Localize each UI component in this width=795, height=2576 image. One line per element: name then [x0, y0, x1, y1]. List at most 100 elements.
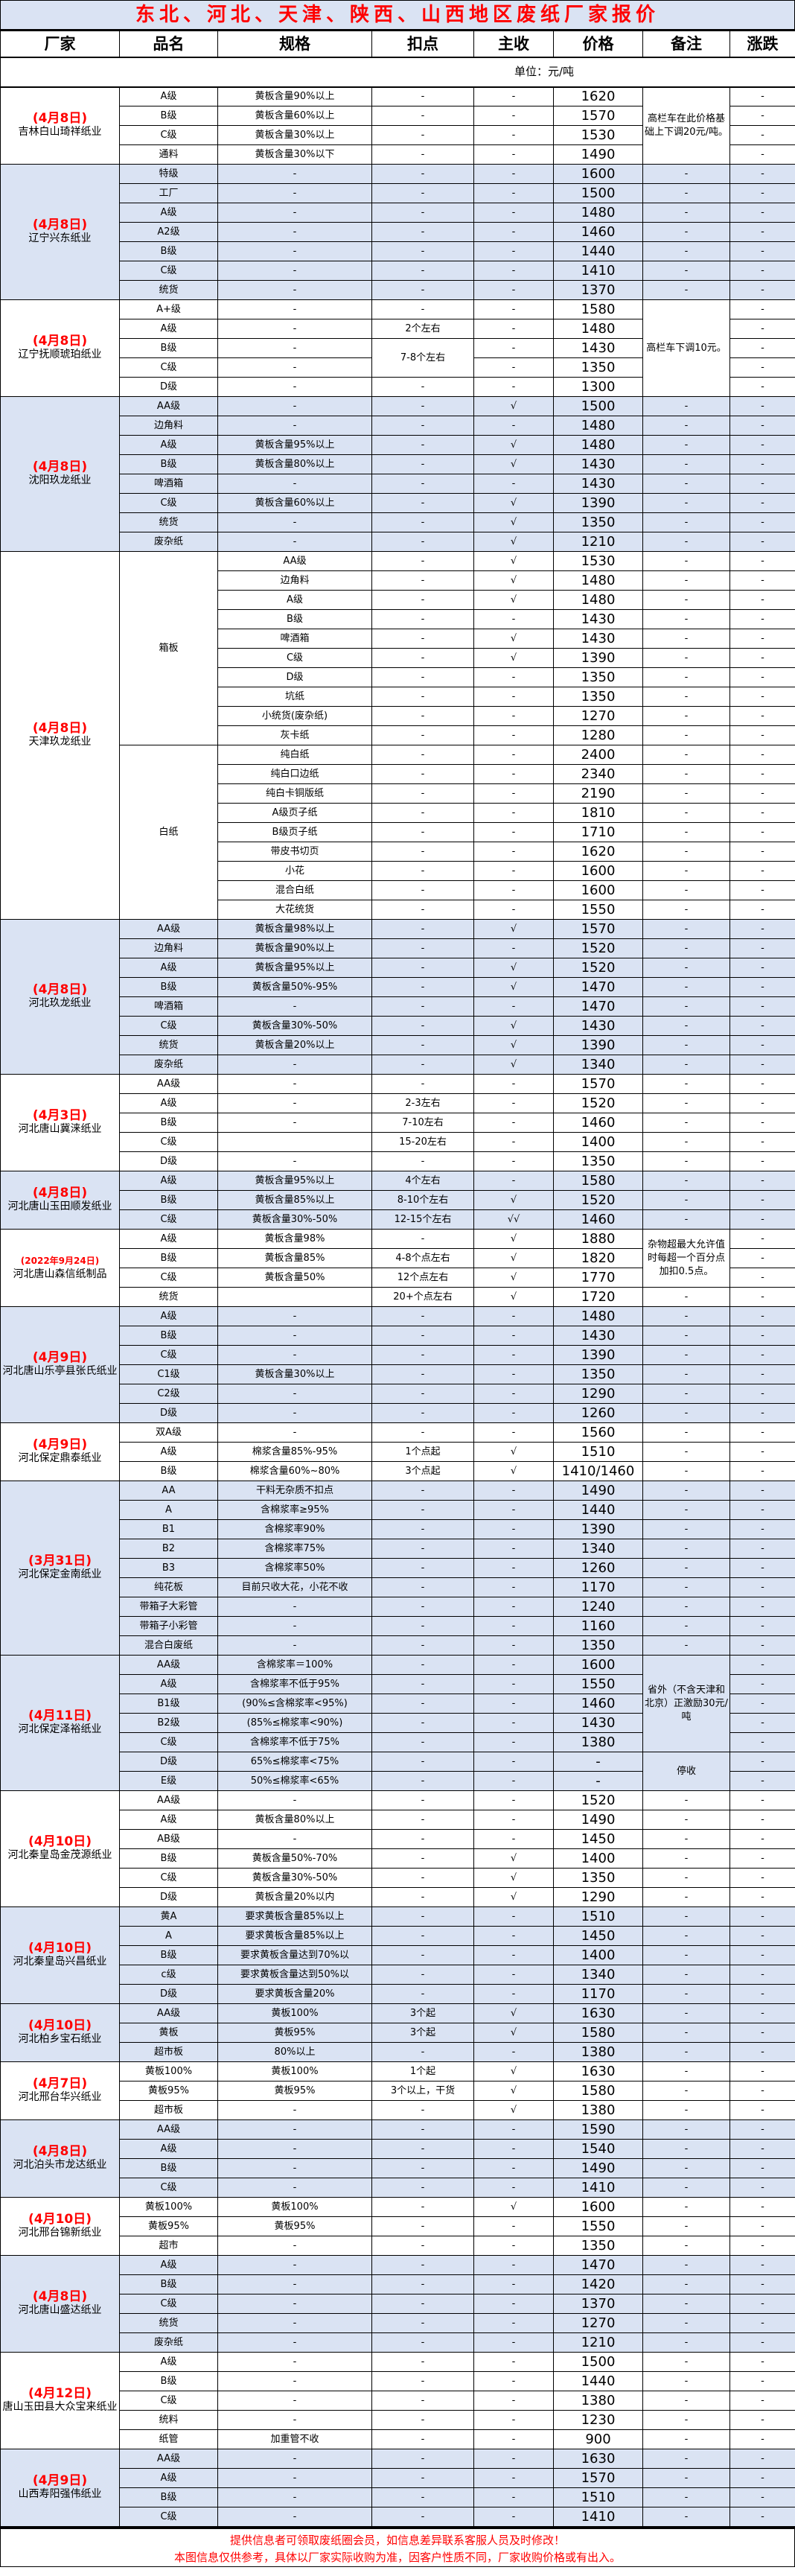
change-cell: -: [729, 416, 795, 436]
table-row: A级 -2-3左右 -1520- -: [0, 1093, 795, 1113]
price-cell: 1880: [553, 1229, 643, 1249]
spec-cell: 黄板含量30%-50%: [217, 1209, 372, 1230]
price-cell: 1400: [553, 1848, 643, 1869]
price-cell: 1350: [553, 1364, 643, 1384]
price-cell: 1570: [553, 2468, 643, 2488]
table-row: c级 要求黄板含量达到50%以 - -1340- -: [0, 1965, 795, 1985]
price-cell: 1450: [553, 1926, 643, 1946]
product-cell: A级: [119, 203, 218, 223]
note-cell: -: [642, 1151, 730, 1171]
price-cell: 1380: [553, 1732, 643, 1752]
main-cell: -: [473, 667, 554, 687]
spec-cell: -: [217, 2487, 372, 2507]
change-cell: -: [729, 745, 795, 765]
price-cell: 1430: [553, 609, 643, 629]
change-cell: -: [729, 1984, 795, 2004]
price-cell: 1480: [553, 203, 643, 223]
price-cell: 1440: [553, 2371, 643, 2391]
note-cell: -: [642, 900, 730, 920]
change-cell: -: [729, 2371, 795, 2391]
deduction-cell: -: [371, 803, 474, 823]
main-cell: √: [473, 2023, 554, 2043]
main-cell: -: [473, 1790, 554, 1810]
deduction-cell: -: [371, 1074, 474, 1094]
deduction-cell: 7-10左右: [371, 1113, 474, 1133]
deduction-cell: -: [371, 2371, 474, 2391]
price-cell: 1480: [553, 1306, 643, 1326]
main-cell: -: [473, 474, 554, 494]
note-cell: -: [642, 2042, 730, 2062]
header-main: 主收: [473, 31, 554, 58]
product-cell: C级: [119, 493, 218, 513]
change-cell: -: [729, 2410, 795, 2430]
deduction-cell: -: [371, 435, 474, 455]
product-cell: A级: [119, 1229, 218, 1249]
deduction-cell: -: [371, 1868, 474, 1888]
main-cell: -: [473, 1500, 554, 1520]
note-cell: -: [642, 2003, 730, 2023]
company-date: (4月10日): [28, 1834, 92, 1849]
product-cell: AA级: [119, 1790, 218, 1810]
main-cell: -: [473, 2255, 554, 2275]
change-cell: -: [729, 822, 795, 842]
spec-cell: -: [217, 996, 372, 1017]
main-cell: -: [473, 1655, 554, 1675]
table-row: C级 15-20左右 -1400- -: [0, 1132, 795, 1152]
change-cell: -: [729, 2197, 795, 2217]
note-cell: -: [642, 1965, 730, 1985]
change-cell: -: [729, 2313, 795, 2333]
change-cell: -: [729, 900, 795, 920]
main-cell: -: [473, 2449, 554, 2469]
note-cell: -: [642, 919, 730, 939]
main-cell: -: [473, 1326, 554, 1346]
company-name: 河北唐山冀涞纸业: [18, 1123, 102, 1135]
note-cell: -: [642, 2236, 730, 2256]
product-cell: D级: [119, 1887, 218, 1907]
company-cell: (4月9日) 山西寿阳强伟纸业: [0, 2449, 120, 2527]
main-cell: -: [473, 338, 554, 358]
deduction-cell: 12个点左右: [371, 1268, 474, 1288]
product-cell: C级: [119, 1209, 218, 1230]
spec-cell: -: [217, 1790, 372, 1810]
product-cell: 统货: [119, 1287, 218, 1307]
spec-cell: 黄板含量80%以上: [217, 454, 372, 474]
change-cell: -: [729, 1248, 795, 1268]
note-cell: -: [642, 2410, 730, 2430]
deduction-cell: -: [371, 1810, 474, 1830]
main-cell: -: [473, 2410, 554, 2430]
spec-cell: -: [217, 2236, 372, 2256]
company-name: 河北唐山盛达纸业: [18, 2304, 102, 2316]
main-cell: √: [473, 1190, 554, 1210]
note-cell: -: [642, 2391, 730, 2411]
header-change: 涨跌: [729, 31, 795, 58]
spec-cell: 加重管不收: [217, 2429, 372, 2449]
note-cell: -: [642, 2352, 730, 2372]
deduction-cell: -: [371, 1945, 474, 1965]
change-cell: -: [729, 1519, 795, 1539]
spec-cell: 黄板含量50%: [217, 1268, 372, 1288]
note-cell: -: [642, 435, 730, 455]
main-cell: √: [473, 1248, 554, 1268]
deduction-cell: -: [371, 996, 474, 1017]
product-cell: AA: [119, 1481, 218, 1501]
spec-cell: -: [217, 2391, 372, 2411]
change-cell: -: [729, 1190, 795, 1210]
price-cell: 1380: [553, 2100, 643, 2120]
change-cell: -: [729, 2352, 795, 2372]
main-cell: -: [473, 2468, 554, 2488]
price-cell: 1620: [553, 86, 643, 106]
spec-cell: -: [217, 416, 372, 436]
change-cell: -: [729, 2023, 795, 2043]
main-cell: -: [473, 125, 554, 145]
price-cell: 1340: [553, 1055, 643, 1075]
main-cell: -: [473, 1074, 554, 1094]
product-cell: 统货: [119, 2313, 218, 2333]
product-cell: 统货: [119, 280, 218, 300]
change-cell: -: [729, 1209, 795, 1230]
deduction-cell: -: [371, 938, 474, 958]
spec-cell: 80%以上: [217, 2042, 372, 2062]
spec-cell: A级: [217, 590, 372, 610]
table-row: (4月9日) 山西寿阳强伟纸业 AA级 - - -1630- -: [0, 2449, 795, 2527]
note-cell: 杂物超最大允许值时每超一个百分点加扣0.5点。: [642, 1229, 730, 1288]
spec-cell: 黄板含量90%以上: [217, 86, 372, 106]
